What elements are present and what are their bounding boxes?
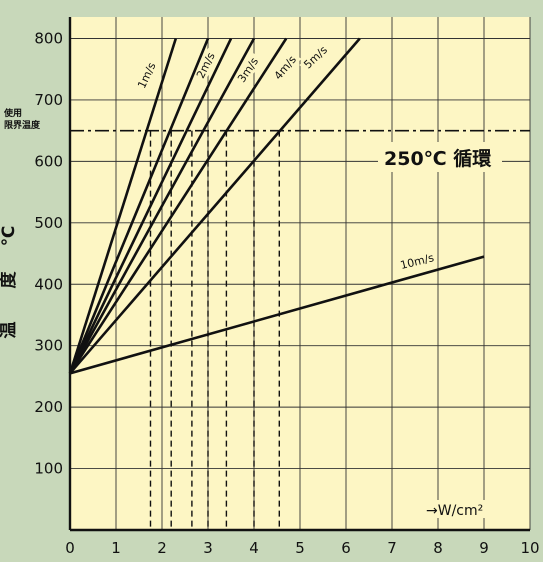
y-axis-label-char: 温 xyxy=(0,322,19,339)
annotation: 250℃ 循環 xyxy=(384,147,492,170)
y-tick-label: 300 xyxy=(34,337,63,355)
series-line xyxy=(69,37,361,375)
x-tick-label: 10 xyxy=(520,539,539,557)
x-tick-label: 2 xyxy=(157,539,167,557)
series-line xyxy=(68,38,210,374)
y-axis-label-char: 度 xyxy=(0,271,19,289)
x-tick-label: 4 xyxy=(249,539,259,557)
x-tick-label: 1 xyxy=(111,539,121,557)
series-line xyxy=(68,37,256,374)
y-axis-label-char: ℃ xyxy=(0,226,19,247)
x-tick-label: 6 xyxy=(341,539,351,557)
limit-label: 限界温度 xyxy=(4,119,41,131)
series-label-background xyxy=(299,41,333,74)
y-tick-label: 400 xyxy=(34,275,63,293)
y-tick-label: 700 xyxy=(34,91,63,109)
y-tick-label: 500 xyxy=(34,214,63,232)
x-tick-label: 3 xyxy=(203,539,213,557)
x-tick-label: 8 xyxy=(433,539,443,557)
annotation-background xyxy=(378,142,502,172)
series-label-background xyxy=(234,52,263,88)
series-line xyxy=(68,37,288,375)
x-tick-label: 0 xyxy=(65,539,75,557)
x-tick-label: 9 xyxy=(479,539,489,557)
series-line xyxy=(68,37,233,374)
series-label-background xyxy=(399,252,436,273)
limit-label: 使用 xyxy=(3,107,22,119)
series-label-background xyxy=(193,47,220,84)
x-tick-label: 7 xyxy=(387,539,397,557)
series-line xyxy=(68,38,178,374)
x-tick-label: 5 xyxy=(295,539,305,557)
series-line xyxy=(69,255,485,375)
x-axis-label: →W/cm² xyxy=(426,503,483,519)
y-tick-label: 200 xyxy=(34,398,63,416)
y-tick-label: 800 xyxy=(34,30,63,48)
y-tick-label: 100 xyxy=(34,460,63,478)
series-label-background xyxy=(270,51,302,85)
y-tick-label: 600 xyxy=(34,152,63,170)
series-label-background xyxy=(134,57,160,94)
x-axis-label-background xyxy=(424,500,500,518)
